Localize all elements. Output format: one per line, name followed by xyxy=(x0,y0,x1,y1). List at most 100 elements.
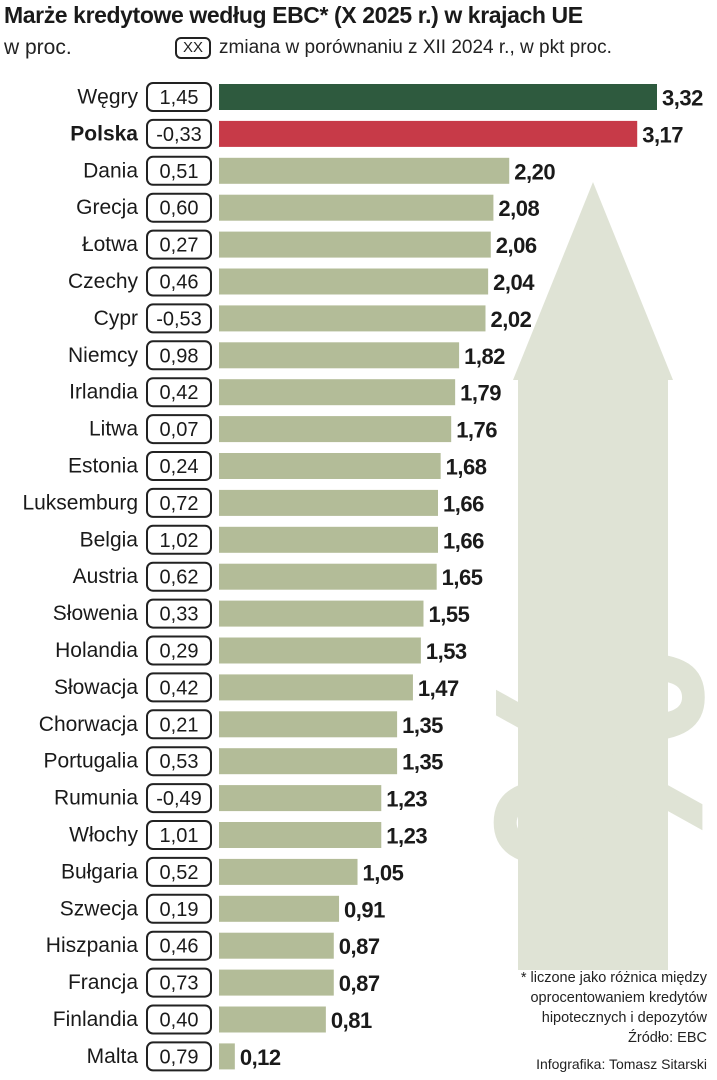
bar-row: Niemcy 0,98 1,82 xyxy=(68,340,506,371)
value-label: 1,82 xyxy=(464,344,505,369)
value-label: 1,05 xyxy=(363,860,404,885)
change-value: 0,07 xyxy=(160,419,199,441)
bar xyxy=(219,526,438,553)
up-arrow-background: % xyxy=(432,182,717,970)
value-label: 2,04 xyxy=(493,270,535,295)
bar-row: Austria 0,62 1,65 xyxy=(73,561,483,592)
bar xyxy=(219,157,510,184)
bar xyxy=(219,120,638,147)
bar-row: Słowacja 0,42 1,47 xyxy=(54,672,460,703)
country-label: Hiszpania xyxy=(46,934,139,957)
value-label: 1,66 xyxy=(443,491,484,516)
change-box xyxy=(146,229,212,260)
country-label: Belgia xyxy=(80,528,139,551)
country-label: Grecja xyxy=(76,196,138,219)
change-value: 0,53 xyxy=(160,751,199,773)
bar-row: Chorwacja 0,21 1,35 xyxy=(39,709,444,740)
change-value: 0,79 xyxy=(160,1046,199,1068)
change-value: -0,33 xyxy=(156,124,202,146)
bar-row: Szwecja 0,19 0,91 xyxy=(60,893,386,924)
source-note: Źródło: EBC xyxy=(628,1030,707,1046)
change-box xyxy=(146,856,212,887)
bar-row: Polska -0,33 3,17 xyxy=(70,118,684,149)
change-box xyxy=(146,820,212,850)
bar-row: Hiszpania 0,46 0,87 xyxy=(46,930,380,961)
bar xyxy=(219,305,486,332)
bar-row: Portugalia 0,53 1,35 xyxy=(43,746,444,777)
bar xyxy=(219,1043,235,1070)
change-box xyxy=(146,1004,212,1035)
value-label: 2,02 xyxy=(490,307,531,332)
value-label: 2,20 xyxy=(514,159,555,184)
bar-row: Holandia 0,29 1,53 xyxy=(55,635,467,666)
change-value: -0,53 xyxy=(156,308,202,330)
change-box xyxy=(146,709,212,740)
country-label: Czechy xyxy=(68,270,139,293)
country-label: Holandia xyxy=(55,639,138,662)
bar xyxy=(219,416,452,443)
change-value: 0,27 xyxy=(160,235,199,257)
value-label: 0,91 xyxy=(344,897,385,922)
country-label: Malta xyxy=(87,1045,139,1068)
change-box xyxy=(146,414,212,445)
bar-row: Dania 0,51 2,20 xyxy=(83,155,556,186)
change-box xyxy=(146,303,212,334)
change-box xyxy=(146,451,212,481)
change-value: 0,62 xyxy=(160,567,199,589)
country-label: Dania xyxy=(83,159,138,182)
change-box xyxy=(146,1041,212,1072)
country-label: Niemcy xyxy=(68,344,139,367)
bar xyxy=(219,637,421,664)
footnote: * liczone jako różnica między oprocentow… xyxy=(521,968,707,1048)
change-box xyxy=(146,377,212,408)
bar-row: Litwa 0,07 1,76 xyxy=(89,414,498,445)
bar xyxy=(219,785,382,812)
country-label: Węgry xyxy=(77,86,138,109)
value-label: 0,12 xyxy=(240,1045,281,1070)
change-value: 0,46 xyxy=(160,272,199,294)
bar-row: Belgia 1,02 1,66 xyxy=(80,524,485,555)
change-value: 1,45 xyxy=(160,87,199,109)
bar xyxy=(219,895,340,922)
change-value: 0,29 xyxy=(160,641,199,663)
bar-row: Francja 0,73 0,87 xyxy=(68,967,380,998)
country-label: Francja xyxy=(68,971,138,994)
change-box xyxy=(146,783,212,814)
change-box xyxy=(146,524,212,555)
value-label: 0,87 xyxy=(339,934,380,959)
country-label: Luksemburg xyxy=(22,491,138,514)
change-value: 0,21 xyxy=(160,714,199,736)
country-label: Estonia xyxy=(68,455,138,478)
change-value: 0,46 xyxy=(160,936,199,958)
value-label: 1,53 xyxy=(426,639,467,664)
bar-row: Słowenia 0,33 1,55 xyxy=(53,598,470,629)
country-label: Polska xyxy=(70,122,138,145)
bar xyxy=(219,969,334,996)
bar xyxy=(219,932,334,959)
change-value: 0,51 xyxy=(160,161,199,183)
percent-sign-icon: % xyxy=(432,647,717,874)
arrow-head xyxy=(513,182,673,380)
change-box xyxy=(146,118,212,149)
legend-text: zmiana w porównaniu z XII 2024 r., w pkt… xyxy=(219,37,612,58)
change-value: 0,33 xyxy=(160,604,199,626)
change-value: 0,98 xyxy=(160,345,199,367)
change-box xyxy=(146,487,212,518)
country-label: Bułgaria xyxy=(61,860,138,883)
bar-row: Luksemburg 0,72 1,66 xyxy=(22,487,485,518)
bar-row: Estonia 0,24 1,68 xyxy=(68,451,487,481)
change-value: 0,40 xyxy=(160,1010,199,1032)
country-label: Portugalia xyxy=(43,750,138,773)
bar-row: Węgry 1,45 3,32 xyxy=(77,82,704,112)
bar xyxy=(219,822,382,848)
footnote-line: oprocentowaniem kredytów xyxy=(530,990,707,1006)
change-box xyxy=(146,598,212,629)
value-label: 2,06 xyxy=(496,233,537,258)
country-label: Szwecja xyxy=(60,897,139,920)
value-label: 1,68 xyxy=(446,455,487,480)
arrow-shaft xyxy=(518,378,668,970)
bar-row: Włochy 1,01 1,23 xyxy=(69,820,428,850)
value-label: 1,65 xyxy=(442,565,483,590)
value-label: 1,23 xyxy=(386,787,427,812)
